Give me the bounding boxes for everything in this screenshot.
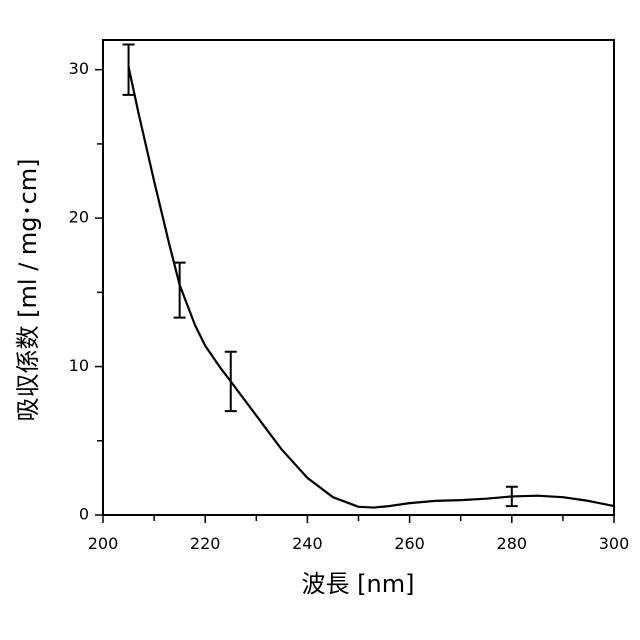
x-tick-label: 200 [88,534,119,553]
y-tick-label: 20 [69,208,89,227]
x-tick-label: 280 [497,534,528,553]
y-tick-label: 30 [69,59,89,78]
x-tick-label: 240 [292,534,323,553]
x-tick-label: 300 [599,534,630,553]
data-line [129,67,614,508]
y-tick-label: 10 [69,356,89,375]
error-bar [225,352,237,411]
x-axis-label: 波長 [nm] [302,570,415,598]
y-tick-label: 0 [79,505,89,524]
x-tick-label: 260 [394,534,425,553]
chart: 波長 [nm] 吸収係数 [ml / mg･cm] 20022024026028… [0,0,640,640]
x-tick-label: 220 [190,534,221,553]
y-axis-label: 吸収係数 [ml / mg･cm] [14,159,42,422]
